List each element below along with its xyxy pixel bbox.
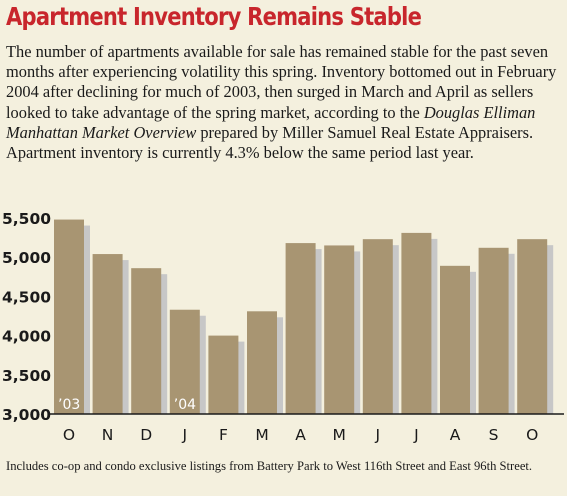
y-axis: 3,000 3,500 4,000 4,500 5,000 5,500 xyxy=(2,210,51,424)
x-tick-label: N xyxy=(102,426,114,444)
bar xyxy=(54,219,84,414)
x-tick-label: A xyxy=(295,426,306,444)
y-tick-label: 4,500 xyxy=(2,288,51,306)
x-tick-label: O xyxy=(63,426,75,444)
y-tick-label: 4,000 xyxy=(2,328,51,346)
x-tick-label: A xyxy=(450,426,461,444)
description-text-end: prepared by Miller Samuel Real Estate Ap… xyxy=(6,122,534,163)
x-tick-label: O xyxy=(526,426,538,444)
bar xyxy=(401,232,432,414)
publication-name: Douglas Elliman Manhattan Market Overvie… xyxy=(6,102,536,142)
bar xyxy=(324,245,355,414)
bar xyxy=(208,335,239,414)
bar xyxy=(478,247,509,414)
description-text-start: The number of apartments available for s… xyxy=(6,42,557,122)
bar xyxy=(440,265,470,414)
inventory-bar-chart: 3,000 3,500 4,000 4,500 5,000 5,500 ’03 ’04 O N… xyxy=(2,210,564,444)
bar xyxy=(92,254,123,414)
year-marker-label: ’03 xyxy=(58,397,80,413)
bar xyxy=(247,311,277,414)
y-tick-label: 3,000 xyxy=(2,406,51,424)
year-markers: ’03 ’04 xyxy=(58,397,196,413)
x-tick-label: D xyxy=(140,426,152,444)
x-tick-label: J xyxy=(375,426,381,444)
description-paragraph: The number of apartments available for s… xyxy=(6,42,559,163)
bar xyxy=(285,243,316,414)
y-tick-label: 5,500 xyxy=(2,210,51,228)
x-tick-label: J xyxy=(413,426,419,444)
bar xyxy=(169,309,200,414)
x-tick-label: J xyxy=(182,426,188,444)
x-tick-label: F xyxy=(219,426,228,444)
footnote: Includes co-op and condo exclusive listi… xyxy=(6,459,533,473)
x-tick-label: M xyxy=(333,426,346,444)
bars xyxy=(54,219,548,414)
year-marker-label: ’04 xyxy=(174,397,196,413)
bar xyxy=(131,268,162,414)
chart-title: Apartment Inventory Remains Stable xyxy=(6,2,422,31)
x-tick-label: S xyxy=(489,426,499,444)
bar xyxy=(517,239,548,414)
bar xyxy=(362,239,393,414)
y-tick-label: 3,500 xyxy=(2,367,51,385)
x-tick-label: M xyxy=(255,426,268,444)
y-tick-label: 5,000 xyxy=(2,249,51,267)
